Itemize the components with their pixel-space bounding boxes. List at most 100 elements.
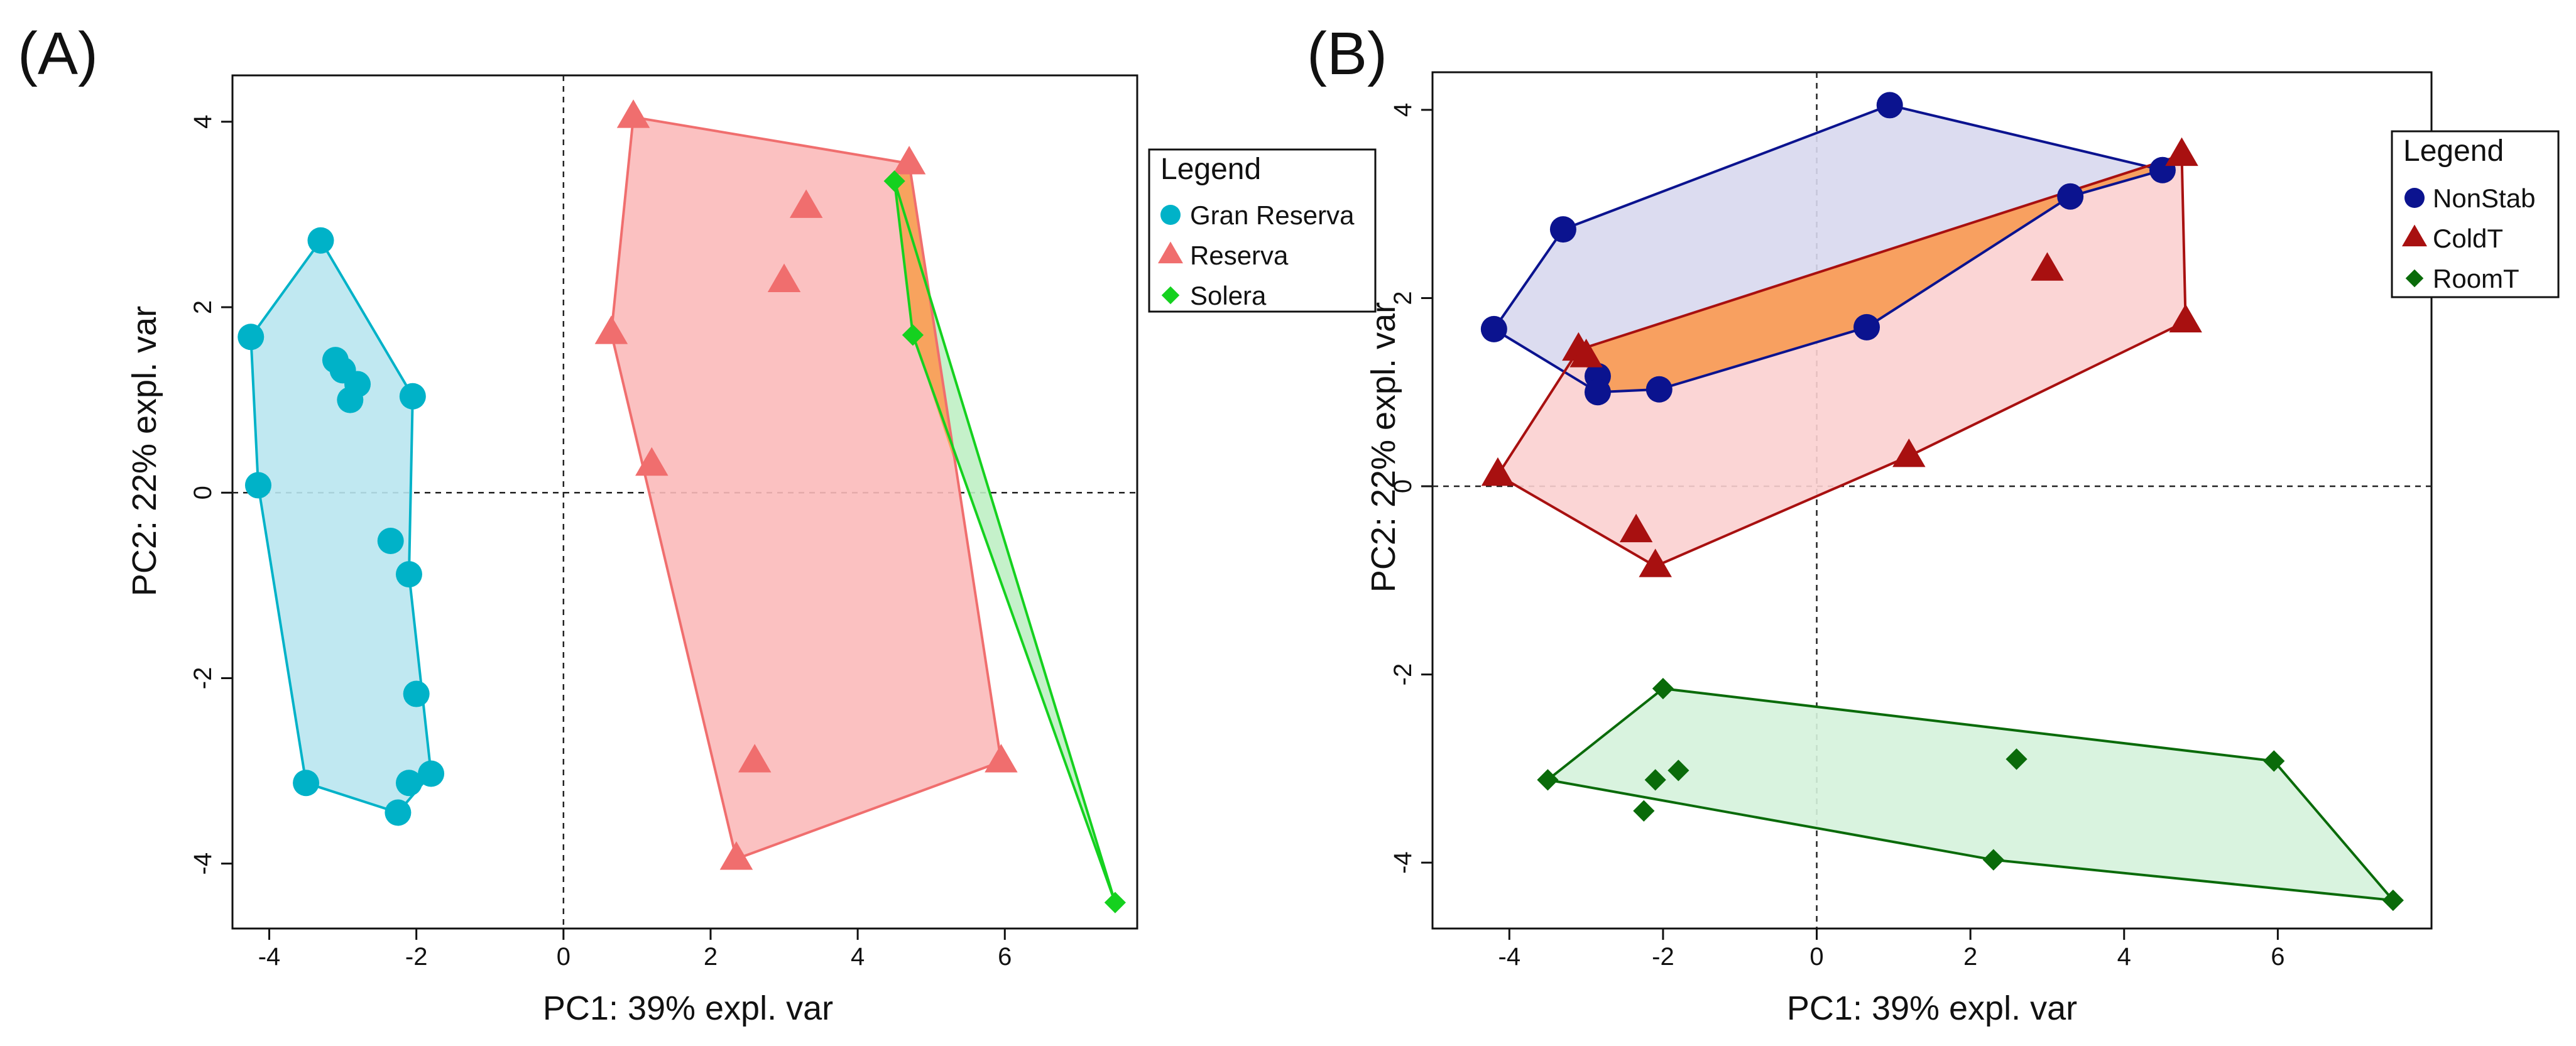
data-point-coldt [1639, 548, 1672, 577]
x-tick-label: 0 [557, 943, 570, 971]
data-point-solera [1104, 891, 1126, 913]
data-point-coldt [1892, 438, 1926, 467]
hull-fill-nonstab [1493, 105, 2163, 393]
hull-outline-reserva [609, 116, 1003, 861]
panel-b-legend-box [2391, 130, 2560, 298]
hull-fill-coldt [1497, 155, 2186, 567]
panel-b-x-axis-title: PC1: 39% expl. var [1787, 989, 2077, 1027]
x-tick-label: 2 [704, 943, 718, 971]
legend-marker-nonstab [2404, 188, 2425, 208]
data-point-gran-reserva [395, 770, 422, 797]
data-point-nonstab [1876, 92, 1903, 119]
data-point-roomt [1667, 760, 1689, 782]
x-tick-label: -2 [1652, 943, 1674, 971]
data-point-gran-reserva [403, 680, 430, 707]
hull-fill-roomt [1547, 689, 2393, 901]
legend-label-solera: Solera [1190, 281, 1267, 310]
data-point-roomt [1633, 800, 1655, 822]
legend-marker-gran-reserva [1160, 205, 1181, 225]
data-point-roomt [1644, 769, 1666, 791]
legend-label-coldt: ColdT [2433, 224, 2503, 253]
legend-marker-roomt [2405, 269, 2424, 288]
data-point-gran-reserva [307, 227, 334, 254]
x-tick-label: 0 [1809, 943, 1823, 971]
x-tick-label: 4 [851, 943, 865, 971]
panel-a-legend-box [1148, 148, 1377, 313]
x-tick-label: 4 [2117, 943, 2131, 971]
panel-b-y-axis-title: PC2: 22% expl. var [1365, 302, 1402, 592]
panel-b-plot: -4 -2 0 2 4 6 -4 -2 0 2 4 [1389, 71, 2433, 971]
legend-label-gran-reserva: Gran Reserva [1190, 200, 1355, 230]
data-point-reserva [719, 841, 753, 870]
data-point-nonstab [1549, 216, 1576, 243]
panel-a-plot: -4 -2 0 2 4 6 -4 -2 0 2 4 [189, 74, 1138, 971]
x-tick-label: 6 [998, 943, 1012, 971]
y-tick-label: 2 [1389, 291, 1417, 305]
hull-fill-gran-reserva [251, 240, 432, 813]
data-point-gran-reserva [237, 324, 265, 351]
data-point-reserva [635, 447, 669, 476]
panel-b-legend-items: NonStab ColdT RoomT [2402, 183, 2535, 293]
data-point-roomt [2382, 889, 2404, 912]
panel-a-label: (A) [18, 20, 98, 87]
data-point-reserva [892, 146, 926, 175]
data-point-coldt [2169, 303, 2202, 333]
data-point-nonstab [1645, 376, 1673, 403]
data-point-reserva [738, 744, 772, 773]
data-point-reserva [767, 263, 801, 292]
y-tick-label: -4 [189, 853, 217, 875]
data-point-gran-reserva [385, 799, 412, 826]
data-point-gran-reserva [244, 472, 271, 499]
legend-label-roomt: RoomT [2433, 264, 2519, 293]
panel-a-legend-title: Legend [1160, 153, 1261, 186]
data-point-roomt [2006, 748, 2028, 770]
y-tick-label: 0 [189, 486, 217, 499]
legend-marker-reserva [1158, 241, 1183, 264]
y-tick-label: 0 [1389, 479, 1417, 493]
data-point-nonstab [1480, 315, 1507, 342]
data-point-coldt [1481, 457, 1515, 486]
data-point-nonstab [1853, 313, 1880, 340]
y-tick-label: 4 [189, 115, 217, 129]
y-tick-label: -2 [189, 667, 217, 690]
panel-a-x-axis-title: PC1: 39% expl. var [543, 989, 833, 1027]
data-point-roomt [2263, 750, 2285, 772]
hull-outline-roomt [1546, 687, 2394, 902]
x-tick-label: 6 [2271, 943, 2284, 971]
data-point-gran-reserva [337, 386, 364, 413]
hull-overlap-region [894, 163, 958, 470]
data-point-solera [883, 170, 905, 192]
data-point-nonstab [2057, 183, 2084, 210]
hull-fill-reserva [611, 117, 1001, 859]
data-point-roomt [1537, 769, 1559, 791]
panel-a-y-axis-title: PC2: 22% expl. var [126, 306, 163, 596]
data-point-reserva [789, 189, 823, 218]
data-point-reserva [985, 744, 1018, 773]
legend-marker-solera [1161, 286, 1180, 305]
panel-b-legend: Legend NonStab ColdT RoomT [2391, 130, 2560, 298]
y-tick-label: 4 [1389, 103, 1417, 117]
data-point-nonstab [1584, 379, 1611, 406]
data-point-reserva [616, 99, 650, 128]
data-point-gran-reserva [293, 770, 320, 797]
panel-b: (B) -4 -2 0 2 4 6 -4 -2 0 2 4 PC1: 39% expl. var P… [1307, 20, 2560, 1027]
y-tick-label: 2 [189, 300, 217, 314]
panel-a-legend: Legend Gran Reserva Reserva Solera [1148, 148, 1377, 313]
panel-a-legend-items: Gran Reserva Reserva Solera [1158, 200, 1355, 310]
x-tick-label: -4 [258, 943, 281, 971]
data-point-roomt [1652, 677, 1674, 700]
data-point-coldt [1569, 339, 1603, 368]
x-tick-label: -4 [1498, 943, 1521, 971]
data-point-coldt [2165, 137, 2198, 166]
data-point-solera [902, 324, 924, 346]
x-tick-label: -2 [405, 943, 428, 971]
data-point-roomt [1982, 849, 2004, 871]
hull-overlap-region [1578, 155, 2182, 393]
legend-label-nonstab: NonStab [2433, 183, 2535, 213]
data-point-gran-reserva [377, 527, 404, 554]
panel-b-legend-title: Legend [2403, 134, 2504, 168]
data-point-gran-reserva [418, 760, 445, 787]
x-tick-label: 2 [1963, 943, 1977, 971]
panel-a: (A) -4 -2 0 2 4 6 -4 -2 0 2 4 PC1: 39% expl. var P… [18, 20, 1377, 1027]
